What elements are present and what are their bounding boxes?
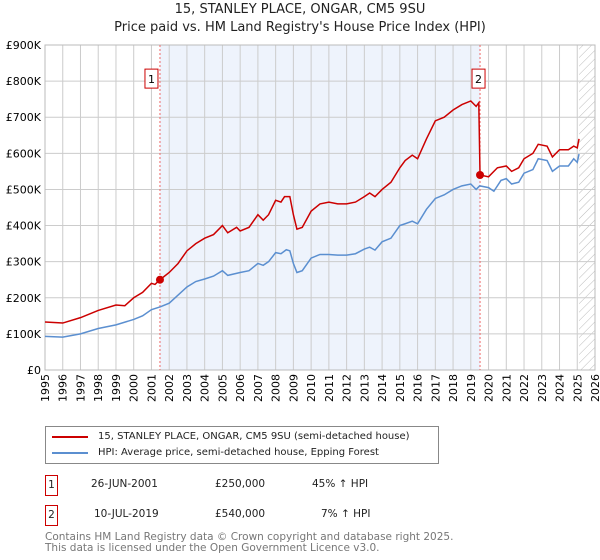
sale-label-box (144, 68, 159, 89)
x-tick-label: 2005 (216, 374, 229, 402)
chart-subtitle: Price paid vs. HM Land Registry's House … (114, 20, 486, 35)
sale-price: £540,000 (215, 508, 266, 520)
x-tick-label: 2024 (554, 374, 567, 402)
x-tick-label: 2015 (394, 374, 407, 402)
x-tick-label: 2025 (571, 374, 584, 402)
x-tick-label: 2012 (341, 374, 354, 402)
legend-swatch-hpi (52, 451, 88, 454)
x-tick-label: 2006 (234, 374, 247, 402)
sale-label-box (471, 68, 486, 89)
plot-border (44, 44, 596, 371)
x-tick-label: 2010 (305, 374, 318, 402)
y-tick-label: £700K (6, 111, 42, 124)
x-tick-label: 2002 (163, 374, 176, 402)
y-tick-label: £800K (6, 75, 42, 88)
sale-label: 1 (148, 73, 155, 86)
x-tick-label: 2016 (412, 374, 425, 402)
x-tick-label: 1998 (92, 374, 105, 402)
x-tick-label: 2008 (270, 374, 283, 402)
sale-row-2: 2 10-JUL-2019 £540,000 7% ↑ HPI (45, 505, 445, 526)
x-tick-label: 2014 (376, 374, 389, 402)
x-tick-label: 2018 (447, 374, 460, 402)
x-tick-label: 2020 (483, 374, 496, 402)
chart-title: 15, STANLEY PLACE, ONGAR, CM5 9SU (174, 2, 426, 17)
x-tick-label: 2023 (536, 374, 549, 402)
series-line (44, 153, 580, 338)
sale-marker-2: 2 (45, 505, 58, 526)
forecast-hatch (579, 45, 595, 370)
legend-label-property: 15, STANLEY PLACE, ONGAR, CM5 9SU (semi-… (98, 431, 410, 442)
y-tick-label: £400K (6, 220, 42, 233)
y-tick-label: £200K (6, 292, 42, 305)
x-tick-label: 2026 (589, 374, 600, 402)
sale-price: £250,000 (215, 478, 266, 490)
sale-date: 26-JUN-2001 (91, 478, 158, 490)
plot-area: £0 £100K £200K £300K £400K £500K £600K £700K £80… (6, 39, 600, 402)
footer-line-1: Contains HM Land Registry data © Crown c… (45, 531, 454, 543)
y-tick-label: £500K (6, 183, 42, 196)
x-tick-label: 1996 (57, 374, 70, 402)
x-tick-label: 1999 (110, 374, 123, 402)
x-tick-label: 2021 (500, 374, 513, 402)
sale-marker-1: 1 (45, 475, 58, 496)
footer: Contains HM Land Registry data © Crown c… (45, 532, 453, 554)
series-line (44, 100, 580, 324)
x-tick-label: 2011 (323, 374, 336, 402)
footer-line-2: This data is licensed under the Open Gov… (45, 542, 380, 554)
sale-hpi: 7% ↑ HPI (321, 508, 371, 520)
legend-swatch-property (52, 435, 88, 438)
sale-row-1: 1 26-JUN-2001 £250,000 45% ↑ HPI (45, 475, 445, 496)
x-tick-label: 2004 (199, 374, 212, 402)
sale-point (155, 275, 164, 284)
y-tick-label: £100K (6, 328, 42, 341)
sale-date: 10-JUL-2019 (94, 508, 159, 520)
x-tick-label: 2001 (145, 374, 158, 402)
y-tick-label: £0 (27, 364, 41, 377)
legend: 15, STANLEY PLACE, ONGAR, CM5 9SU (semi-… (45, 426, 439, 464)
x-tick-label: 2009 (287, 374, 300, 402)
x-tick-label: 2013 (358, 374, 371, 402)
legend-label-hpi: HPI: Average price, semi-detached house,… (98, 447, 379, 458)
x-tick-label: 2019 (465, 374, 478, 402)
x-tick-label: 1997 (74, 374, 87, 402)
x-tick-label: 1995 (39, 374, 52, 402)
y-tick-label: £600K (6, 147, 42, 160)
ownership-shading (159, 45, 481, 370)
sale-hpi: 45% ↑ HPI (312, 478, 369, 490)
sale-label: 2 (475, 73, 482, 86)
x-tick-label: 2000 (128, 374, 141, 402)
y-tick-label: £300K (6, 256, 42, 269)
x-tick-label: 2003 (181, 374, 194, 402)
x-tick-label: 2017 (429, 374, 442, 402)
y-tick-label: £900K (6, 39, 42, 52)
x-tick-label: 2022 (518, 374, 531, 402)
x-tick-label: 2007 (252, 374, 265, 402)
sale-point (476, 171, 485, 179)
